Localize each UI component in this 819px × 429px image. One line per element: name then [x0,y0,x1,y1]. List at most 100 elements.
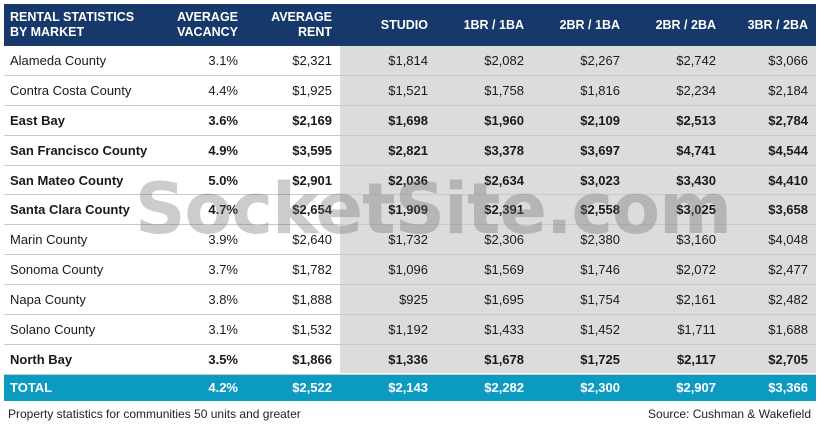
cell-rent: $1,888 [292,292,332,308]
cell-rent: $2,640 [292,232,332,248]
header-market: RENTAL STATISTICS BY MARKET [10,10,135,39]
cell-market: North Bay [10,351,73,367]
cell-2br-1ba: $1,746 [580,262,620,278]
cell-studio: $1,096 [388,262,428,278]
cell-2br-1ba: $1,452 [580,321,620,337]
table-row: San Francisco County 4.9% $3,595 $2,821 $3,3… [4,136,816,166]
cell-vacancy: 5.0% [208,172,238,188]
cell-vacancy: 3.6% [208,112,238,128]
cell-1br-1ba: $1,960 [484,112,524,128]
cell-vacancy: 4.7% [208,202,238,218]
cell-2br-1ba: $2,267 [580,52,620,68]
header-3br-2ba: 3BR / 2BA [747,17,808,32]
cell-2br-1ba: $2,380 [580,232,620,248]
header-studio: STUDIO [380,17,428,32]
cell-2br-1ba: $3,023 [580,172,620,188]
cell-2br-2ba: $4,741 [676,142,716,158]
cell-2br-2ba: $2,513 [676,112,716,128]
cell-3br-2ba: $1,688 [768,321,808,337]
header-2br-1ba: 2BR / 1BA [559,17,620,32]
cell-market: Solano County [10,321,96,337]
cell-rent: $2,654 [292,202,332,218]
cell-1br-1ba: $2,634 [484,172,524,188]
cell-1br-1ba: $2,082 [484,52,524,68]
rental-statistics-table: RENTAL STATISTICS BY MARKET AVERAGE VACANC… [4,4,816,401]
cell-2br-2ba: $3,430 [676,172,716,188]
cell-rent: $2,321 [292,52,332,68]
cell-market: San Mateo County [10,172,124,188]
cell-2br-2ba: $1,711 [677,321,716,337]
cell-2br-1ba: $2,558 [580,202,620,218]
table-row: Solano County 3.1% $1,532 $1,192 $1,433 $1,45… [4,315,816,345]
cell-market: Alameda County [10,52,107,68]
cell-vacancy: 3.8% [208,292,238,308]
cell-2br-2ba: $2,117 [676,351,716,367]
header-vacancy: AVERAGE VACANCY [177,10,238,39]
cell-1br-1ba: $1,678 [484,351,524,367]
cell-2br-2ba: $2,072 [676,262,716,278]
total-3br-2ba: $3,366 [768,380,808,396]
cell-2br-1ba: $3,697 [580,142,620,158]
cell-2br-1ba: $1,725 [580,351,620,367]
total-vacancy: 4.2% [208,380,238,396]
cell-market: East Bay [10,112,65,128]
table-header-row: RENTAL STATISTICS BY MARKET AVERAGE VACANC… [4,4,816,46]
cell-vacancy: 3.7% [208,262,238,278]
total-studio: $2,143 [388,380,428,396]
cell-2br-2ba: $2,742 [676,52,716,68]
cell-studio: $1,192 [388,321,428,337]
table-row: Alameda County 3.1% $2,321 $1,814 $2,082 $2,2… [4,46,816,76]
cell-rent: $1,532 [292,321,332,337]
total-1br-1ba: $2,282 [484,380,524,396]
cell-studio: $1,521 [388,82,428,98]
cell-studio: $1,336 [388,351,428,367]
cell-market: San Francisco County [10,142,148,158]
cell-studio: $1,814 [388,52,428,68]
table-row: North Bay 3.5% $1,866 $1,336 $1,678 $1,725 $2,… [4,345,816,375]
total-rent: $2,522 [292,380,332,396]
table-row: Contra Costa County 4.4% $1,925 $1,521 $1,75… [4,76,816,106]
total-2br-2ba: $2,907 [676,380,716,396]
cell-studio: $2,821 [388,142,428,158]
total-row: TOTAL 4.2% $2,522 $2,143 $2,282 $2,300 $… [4,374,816,401]
cell-vacancy: 4.4% [208,82,238,98]
cell-market: Santa Clara County [10,202,130,218]
table-row: Napa County 3.8% $1,888 $925 $1,695 $1,754 $2,… [4,285,816,316]
cell-3br-2ba: $2,184 [768,82,808,98]
cell-studio: $2,036 [388,172,428,188]
cell-rent: $1,866 [292,351,332,367]
cell-vacancy: 4.9% [208,142,238,158]
cell-1br-1ba: $1,758 [484,82,524,98]
cell-2br-2ba: $3,160 [676,232,716,248]
cell-1br-1ba: $1,695 [484,292,524,308]
cell-2br-2ba: $2,161 [676,292,716,308]
cell-3br-2ba: $2,705 [768,351,808,367]
cell-studio: $1,698 [388,112,428,128]
cell-rent: $1,782 [292,262,332,278]
header-2br-2ba: 2BR / 2BA [655,17,716,32]
cell-1br-1ba: $1,569 [484,262,524,278]
cell-vacancy: 3.1% [208,52,238,68]
cell-market: Marin County [10,232,88,248]
table-row: Sonoma County 3.7% $1,782 $1,096 $1,569 $1,74… [4,255,816,286]
cell-rent: $2,901 [292,172,332,188]
cell-3br-2ba: $3,658 [768,202,808,218]
cell-1br-1ba: $3,378 [484,142,524,158]
header-1br-1ba: 1BR / 1BA [463,17,524,32]
table-row: San Mateo County 5.0% $2,901 $2,036 $2,634 $3… [4,166,816,196]
cell-studio: $925 [399,292,428,308]
cell-market: Contra Costa County [10,82,132,98]
cell-market: Sonoma County [10,262,104,278]
cell-1br-1ba: $1,433 [484,321,524,337]
cell-3br-2ba: $4,544 [768,142,808,158]
cell-3br-2ba: $4,410 [768,172,808,188]
cell-2br-2ba: $2,234 [676,82,716,98]
cell-2br-2ba: $3,025 [676,202,716,218]
table-footer: Property statistics for communities 50 u… [8,407,811,425]
table-row: East Bay 3.6% $2,169 $1,698 $1,960 $2,109 $2,5… [4,106,816,136]
table-row: Santa Clara County 4.7% $2,654 $1,909 $2,391… [4,195,816,226]
cell-3br-2ba: $2,482 [768,292,808,308]
cell-vacancy: 3.9% [208,232,238,248]
cell-vacancy: 3.1% [208,321,238,337]
cell-3br-2ba: $2,477 [768,262,808,278]
